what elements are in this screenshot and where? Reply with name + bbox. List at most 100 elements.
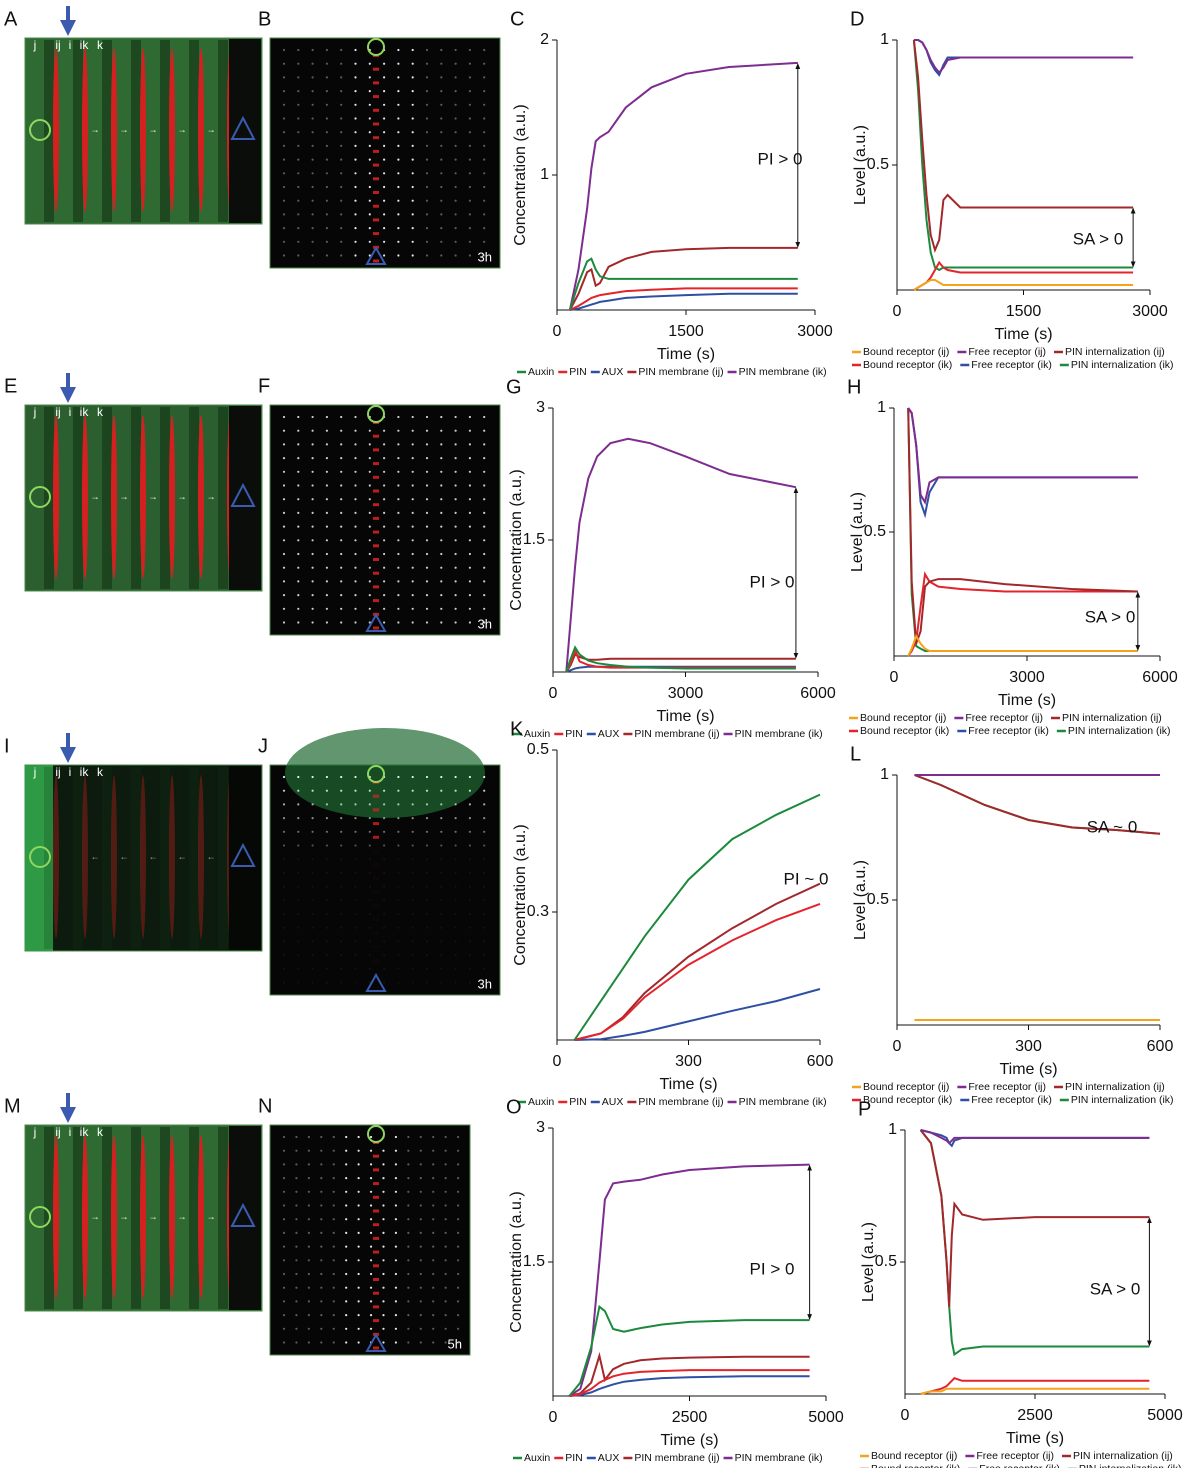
panel-letter: P xyxy=(858,1098,871,1120)
x-tick-label: 5000 xyxy=(1147,1407,1183,1424)
cell-band xyxy=(102,40,112,222)
flux-dot xyxy=(397,981,400,984)
flux-dot xyxy=(297,48,300,52)
flux-dot xyxy=(325,607,328,610)
flux-dot xyxy=(340,580,343,583)
y-tick-label: 1 xyxy=(888,1121,897,1138)
flux-dot xyxy=(325,90,328,93)
flux-dot xyxy=(340,885,343,888)
flux-dot xyxy=(307,1272,310,1276)
flux-dot xyxy=(297,858,300,861)
flux-dot xyxy=(282,1135,286,1139)
flux-arrow: → xyxy=(207,1211,216,1221)
flux-dot xyxy=(454,158,457,161)
flux-dot xyxy=(394,1218,398,1221)
flux-dot xyxy=(340,131,343,134)
flux-dot xyxy=(383,498,386,501)
flux-dot xyxy=(397,415,400,419)
pin-mark xyxy=(373,1346,379,1350)
flux-dot xyxy=(357,1135,360,1139)
sink-marker xyxy=(230,115,256,140)
legend-label: PIN membrane (ij) xyxy=(638,1096,723,1108)
y-axis-title: Concentration (a.u.) xyxy=(512,104,529,245)
flux-dot xyxy=(483,48,486,52)
flux-dot xyxy=(311,830,314,833)
flux-dot xyxy=(454,926,457,929)
flux-dot xyxy=(419,1300,422,1303)
flux-dot xyxy=(320,1300,323,1303)
flux-dot xyxy=(468,926,471,929)
flux-dot xyxy=(397,103,400,106)
flux-dot xyxy=(468,254,471,257)
flux-dot xyxy=(425,199,429,202)
series-line xyxy=(914,774,1161,835)
flux-dot xyxy=(394,1314,398,1317)
flux-dot xyxy=(354,254,357,257)
y-tick-label: 1 xyxy=(540,166,549,183)
flux-dot xyxy=(432,1272,435,1276)
flux-dot xyxy=(397,926,400,929)
flux-dot xyxy=(340,621,343,624)
series-line xyxy=(920,1377,1150,1395)
flux-arrow: ← xyxy=(120,851,129,861)
flux-dot xyxy=(483,940,486,943)
legend-label: PIN membrane (ij) xyxy=(634,1452,719,1464)
legend-label: PIN internalization (ij) xyxy=(1065,346,1165,358)
flux-dot xyxy=(354,158,357,161)
series-line xyxy=(574,882,821,1041)
flux-dot xyxy=(354,144,357,147)
x-tick-label: 1500 xyxy=(668,323,704,340)
flux-dot xyxy=(411,539,414,542)
flux-dot xyxy=(282,817,286,820)
flux-dot xyxy=(411,240,414,243)
flux-dot xyxy=(325,926,328,929)
flux-dot xyxy=(483,775,486,779)
flux-dot xyxy=(419,1327,422,1330)
pin-mark xyxy=(373,503,379,507)
cell-label: j xyxy=(33,38,37,52)
flux-dot xyxy=(425,511,429,514)
flux-dot xyxy=(382,1327,385,1330)
flux-dot xyxy=(454,803,457,806)
flux-dot xyxy=(345,1286,348,1289)
pin-stripe xyxy=(169,1135,175,1299)
flux-dot xyxy=(483,621,486,624)
flux-dot xyxy=(454,131,457,134)
panel-letter: H xyxy=(847,376,861,398)
flux-dot xyxy=(440,213,443,216)
flux-dot xyxy=(383,566,386,569)
flux-dot xyxy=(468,621,471,624)
flux-dot xyxy=(440,926,443,929)
flux-dot xyxy=(468,48,471,52)
flux-dot xyxy=(468,981,471,984)
flux-dot xyxy=(440,429,443,432)
flux-dot xyxy=(382,1177,385,1180)
flux-dot xyxy=(411,443,414,446)
panel-letter: D xyxy=(850,8,864,30)
flux-dot xyxy=(425,844,429,847)
legend-label: AUX xyxy=(602,366,624,378)
flux-dot xyxy=(407,1341,410,1344)
legend-label: Free receptor (ik) xyxy=(979,1463,1060,1468)
flux-dot xyxy=(444,1259,447,1262)
flux-dot xyxy=(368,967,371,970)
y-tick-label: 1 xyxy=(880,766,889,783)
flux-dot xyxy=(325,981,328,984)
x-axis-title: Time (s) xyxy=(659,1076,717,1093)
legend-label: PIN membrane (ij) xyxy=(638,366,723,378)
flux-dot xyxy=(483,103,486,106)
cell-label: k xyxy=(97,38,104,52)
pin-stripe xyxy=(140,48,146,212)
flux-dot xyxy=(432,1163,435,1166)
flux-dot xyxy=(354,240,357,243)
flux-dot xyxy=(440,775,443,779)
legend-label: Auxin xyxy=(528,366,554,378)
flux-dot xyxy=(444,1163,447,1166)
flux-dot xyxy=(425,117,429,120)
flux-dot xyxy=(311,457,314,460)
legend-label: Bound receptor (ik) xyxy=(860,725,949,737)
flux-dot xyxy=(383,484,386,487)
panel-letter: A xyxy=(4,8,18,30)
flux-dot xyxy=(440,48,443,52)
flux-dot xyxy=(297,552,300,556)
